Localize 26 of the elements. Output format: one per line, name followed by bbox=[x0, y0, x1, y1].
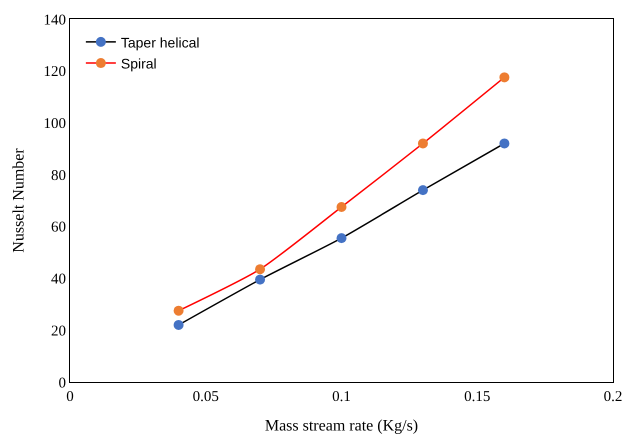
legend-label: Taper helical bbox=[120, 34, 200, 50]
y-tick-label: 140 bbox=[44, 12, 66, 28]
point bbox=[255, 264, 266, 274]
y-tick-label: 0 bbox=[58, 375, 66, 392]
point bbox=[336, 233, 346, 244]
point bbox=[418, 185, 428, 196]
point bbox=[499, 72, 510, 82]
x-tick-label: 0.2 bbox=[604, 389, 622, 405]
y-tick-label: 100 bbox=[44, 116, 66, 132]
point bbox=[499, 138, 510, 148]
x-axis-title: Mass stream rate (Kg/s) bbox=[264, 418, 418, 435]
point bbox=[418, 138, 428, 148]
x-tick-label: 0.15 bbox=[464, 389, 490, 405]
legend-label: Spiral bbox=[120, 56, 157, 72]
x-tick-label: 0.1 bbox=[332, 389, 351, 405]
x-tick-label: 0.05 bbox=[192, 389, 219, 405]
y-tick-label: 20 bbox=[51, 323, 66, 340]
y-axis-title: Nusselt Number bbox=[10, 148, 28, 253]
point bbox=[174, 320, 184, 330]
point bbox=[255, 274, 266, 285]
y-tick-label: 40 bbox=[51, 272, 66, 288]
y-tick-label: 80 bbox=[51, 168, 66, 184]
y-tick-label: 60 bbox=[51, 220, 66, 236]
y-tick-label: 120 bbox=[44, 64, 66, 80]
point bbox=[336, 202, 346, 212]
point bbox=[174, 306, 184, 316]
